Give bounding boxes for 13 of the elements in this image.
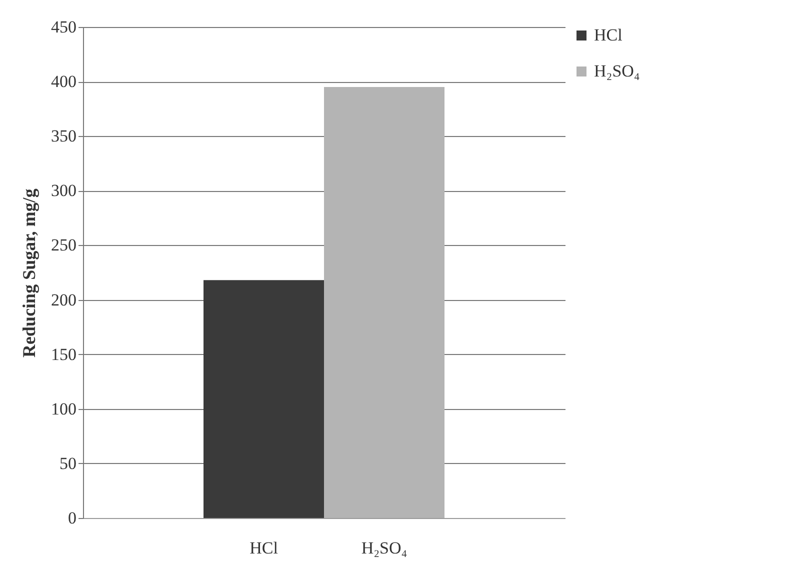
legend-label: HCl	[594, 26, 623, 44]
y-tick-label: 150	[51, 344, 76, 364]
y-axis-title: Reducing Sugar, mg/g	[19, 188, 39, 358]
y-tick-label: 0	[68, 508, 76, 528]
y-tick-label: 100	[51, 399, 76, 418]
y-tick-label: 450	[51, 18, 76, 36]
y-tick-label: 50	[60, 454, 76, 473]
y-tick-label: 200	[51, 290, 76, 310]
y-tick-label: 300	[51, 181, 76, 200]
legend-label: H₂SO₄	[594, 62, 640, 80]
y-tick-label: 350	[51, 126, 76, 146]
y-tick-label: 250	[51, 236, 76, 255]
y-tick-label: 400	[51, 72, 76, 92]
